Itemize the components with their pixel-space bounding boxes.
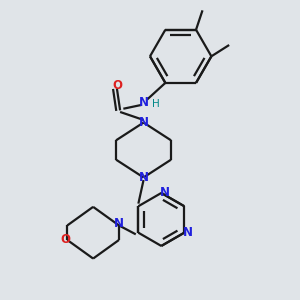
Text: H: H [152,99,160,109]
Text: N: N [114,217,124,230]
Text: N: N [183,226,193,239]
Text: O: O [61,233,71,247]
Text: O: O [112,79,122,92]
Text: N: N [139,116,148,129]
Text: N: N [160,187,170,200]
Text: N: N [139,96,149,109]
Text: N: N [139,171,148,184]
